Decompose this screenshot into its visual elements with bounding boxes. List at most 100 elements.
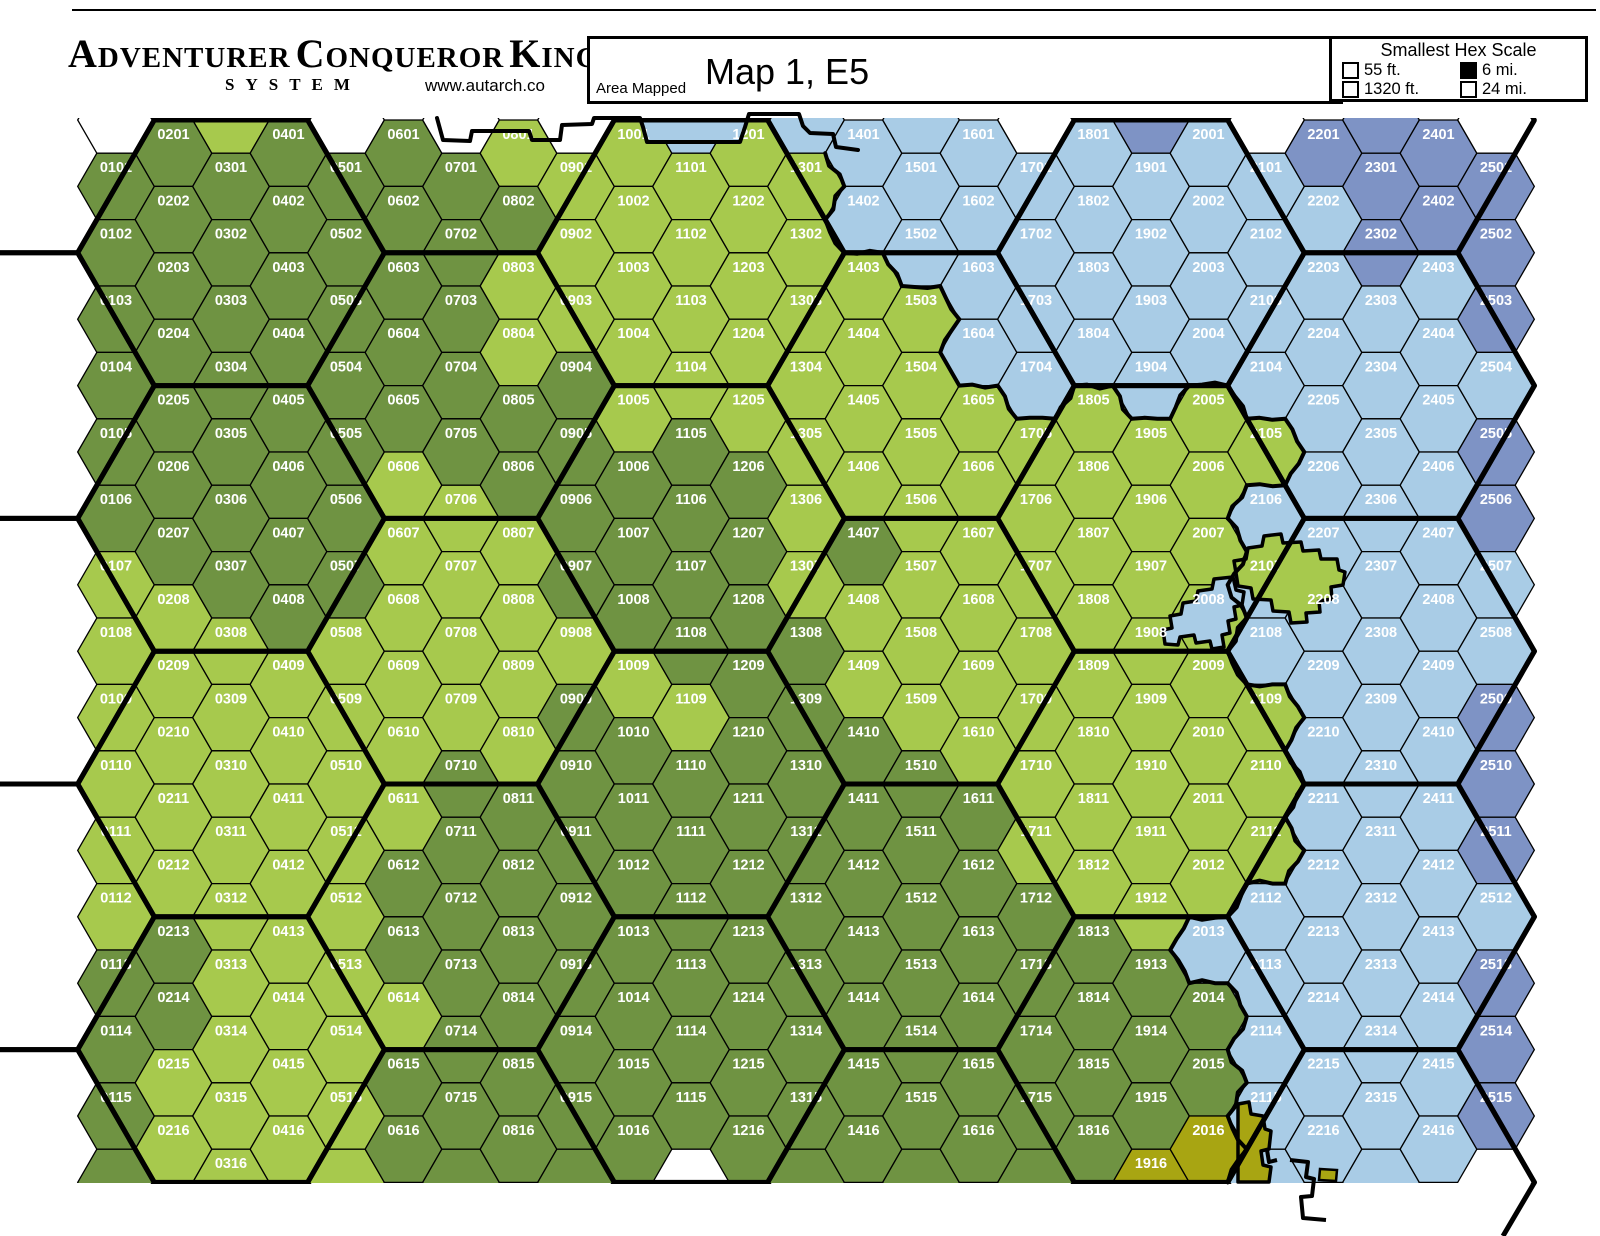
unchecked-checkbox-icon: [1342, 62, 1359, 79]
peninsula-2208: [1232, 532, 1347, 625]
hex-label-2514: 2514: [1480, 1023, 1512, 1039]
hex-label-1802: 1802: [1077, 193, 1109, 209]
hex-label-1206: 1206: [732, 459, 764, 475]
hex-label-2315: 2315: [1365, 1090, 1397, 1106]
hex-label-0706: 0706: [445, 492, 477, 508]
hex-label-2003: 2003: [1192, 260, 1224, 276]
hex-label-2401: 2401: [1422, 127, 1454, 143]
hex-label-2407: 2407: [1422, 525, 1454, 541]
hex-label-1108: 1108: [675, 625, 706, 641]
hex-label-1815: 1815: [1077, 1057, 1109, 1073]
hex-label-1609: 1609: [962, 658, 994, 674]
hex-label-1912: 1912: [1135, 891, 1167, 907]
hex-label-2504: 2504: [1480, 359, 1512, 375]
hex-label-0815: 0815: [502, 1057, 534, 1073]
hex-label-1911: 1911: [1135, 824, 1166, 840]
hex-label-1511: 1511: [905, 824, 936, 840]
hex-label-1712: 1712: [1020, 891, 1052, 907]
hex-label-2301: 2301: [1365, 160, 1397, 176]
hex-label-0609: 0609: [387, 658, 419, 674]
hex-label-2008: 2008: [1192, 592, 1224, 608]
hex-label-1003: 1003: [617, 260, 649, 276]
hex-label-0502: 0502: [330, 227, 362, 243]
hex-label-0606: 0606: [387, 459, 419, 475]
hex-label-1903: 1903: [1135, 293, 1167, 309]
hex-label-2005: 2005: [1192, 393, 1224, 409]
hex-label-0207: 0207: [157, 525, 189, 541]
hex-label-2415: 2415: [1422, 1057, 1454, 1073]
hex-label-1512: 1512: [905, 891, 937, 907]
legend-item-label: 55 ft.: [1364, 61, 1401, 79]
legend-item-label: 24 mi.: [1482, 80, 1527, 98]
hex-label-1208: 1208: [732, 592, 764, 608]
hex-label-2410: 2410: [1422, 725, 1454, 741]
hex-label-2404: 2404: [1422, 326, 1454, 342]
unchecked-checkbox-icon: [1460, 81, 1477, 98]
area-mapped-box: Map 1, E5 Area Mapped: [587, 36, 1343, 104]
hex-label-0215: 0215: [157, 1057, 189, 1073]
sea-strip-north: [643, 122, 745, 141]
hex-label-1204: 1204: [732, 326, 764, 342]
hex-label-2212: 2212: [1307, 857, 1339, 873]
hex-label-0412: 0412: [272, 857, 304, 873]
hex-label-1904: 1904: [1135, 359, 1167, 375]
hex-label-1010: 1010: [617, 725, 649, 741]
hex-label-1308: 1308: [790, 625, 822, 641]
hex-label-0608: 0608: [387, 592, 419, 608]
hex-label-1113: 1113: [676, 957, 707, 973]
legend-item: 55 ft.: [1342, 61, 1460, 80]
hex-label-2110: 2110: [1250, 758, 1281, 774]
hex-label-1414: 1414: [847, 990, 879, 1006]
hex-label-2015: 2015: [1192, 1057, 1224, 1073]
hex-label-0201: 0201: [157, 127, 189, 143]
hex-label-1507: 1507: [905, 559, 937, 575]
hex-label-0110: 0110: [100, 758, 131, 774]
hex-label-2014: 2014: [1192, 990, 1224, 1006]
hex-label-0615: 0615: [387, 1057, 419, 1073]
hex-label-0307: 0307: [215, 559, 247, 575]
hex-label-1402: 1402: [847, 193, 879, 209]
legend-item-label: 6 mi.: [1482, 61, 1518, 79]
hex-label-1809: 1809: [1077, 658, 1109, 674]
hex-label-0703: 0703: [445, 293, 477, 309]
hex-label-2108: 2108: [1250, 625, 1282, 641]
hex-label-2203: 2203: [1307, 260, 1339, 276]
map-edge-layer: [435, 112, 1537, 1236]
hex-label-1610: 1610: [962, 725, 994, 741]
hex-label-1612: 1612: [962, 857, 994, 873]
hex-label-1514: 1514: [905, 1023, 937, 1039]
hex-label-0912: 0912: [560, 891, 592, 907]
hex-label-0210: 0210: [157, 725, 189, 741]
hex-label-2408: 2408: [1422, 592, 1454, 608]
hex-label-1211: 1211: [733, 791, 764, 807]
hex-label-2508: 2508: [1480, 625, 1512, 641]
hex-label-1406: 1406: [847, 459, 879, 475]
hex-label-1605: 1605: [962, 393, 994, 409]
hex-label-0416: 0416: [272, 1123, 304, 1139]
coastline: [823, 151, 1307, 1185]
legend-items: 55 ft. 6 mi. 1320 ft. 24 mi.: [1332, 61, 1585, 99]
legend-title: Smallest Hex Scale: [1380, 40, 1537, 60]
hex-label-1101: 1101: [675, 160, 706, 176]
hex-label-1614: 1614: [962, 990, 994, 1006]
hex-label-1410: 1410: [847, 725, 879, 741]
hex-label-1806: 1806: [1077, 459, 1109, 475]
hex-label-0209: 0209: [157, 658, 189, 674]
hex-label-1416: 1416: [847, 1123, 879, 1139]
hex-label-1611: 1611: [963, 791, 994, 807]
hex-label-1814: 1814: [1077, 990, 1109, 1006]
hex-label-2016: 2016: [1192, 1123, 1224, 1139]
hex-label-1111: 1111: [676, 824, 706, 840]
hex-label-0602: 0602: [387, 193, 419, 209]
hex-label-1501: 1501: [905, 160, 937, 176]
hex-label-1909: 1909: [1135, 691, 1167, 707]
hex-label-1009: 1009: [617, 658, 649, 674]
hex-label-1408: 1408: [847, 592, 879, 608]
hex-label-2002: 2002: [1192, 193, 1224, 209]
hex-label-0705: 0705: [445, 426, 477, 442]
hex-label-0303: 0303: [215, 293, 247, 309]
hex-label-1907: 1907: [1135, 559, 1167, 575]
hex-label-0213: 0213: [157, 924, 189, 940]
